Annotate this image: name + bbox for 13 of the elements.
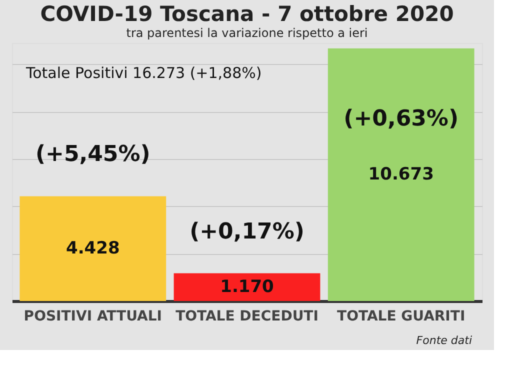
annotation: (+0,17%) bbox=[190, 219, 304, 244]
chart-title: COVID-19 Toscana - 7 ottobre 2020 bbox=[40, 2, 454, 26]
x-tick-label: TOTALE DECEDUTI bbox=[176, 308, 318, 324]
annotation: Totale Positivi 16.273 (+1,88%) bbox=[25, 64, 262, 82]
data-label: 4.428 bbox=[66, 238, 120, 259]
data-label: 1.170 bbox=[220, 277, 274, 298]
x-tick-label: TOTALE GUARITI bbox=[337, 308, 466, 324]
chart-subtitle: tra parentesi la variazione rispetto a ieri bbox=[126, 26, 368, 40]
annotation: (+0,63%) bbox=[344, 106, 459, 132]
data-label: 10.673 bbox=[368, 164, 434, 185]
x-tick-label: POSITIVI ATTUALI bbox=[24, 308, 162, 324]
annotation: (+5,45%) bbox=[35, 142, 150, 168]
source-note: Fonte dati bbox=[416, 334, 472, 347]
